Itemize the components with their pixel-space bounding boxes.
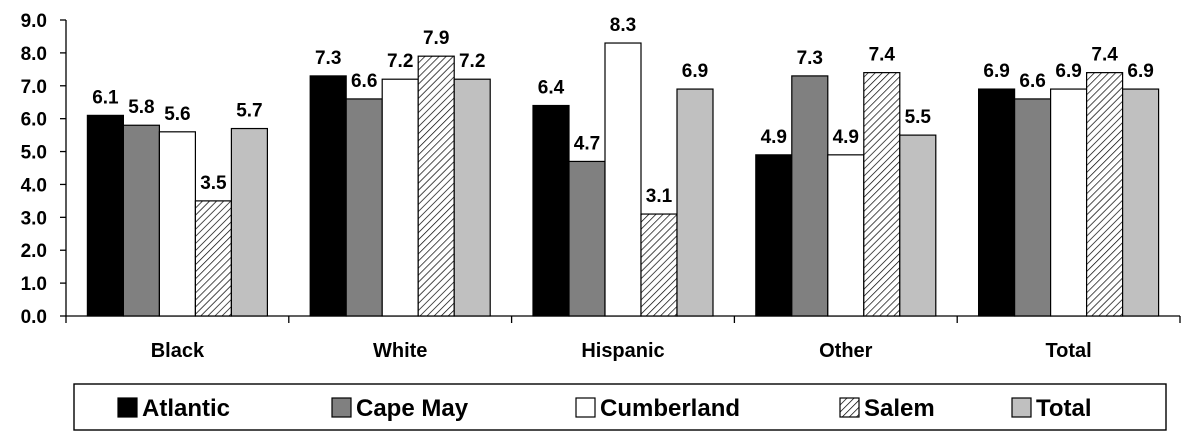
legend-label: Salem: [864, 395, 935, 422]
legend-swatch: [839, 397, 860, 418]
y-tick-label: 1.0: [21, 274, 47, 295]
bar: [86, 114, 125, 317]
legend-box: [73, 383, 1167, 431]
bar: [345, 98, 383, 317]
data-label: 6.6: [1019, 71, 1045, 92]
bar: [122, 124, 161, 317]
data-label: 5.6: [164, 104, 190, 125]
data-label: 4.7: [574, 133, 600, 154]
data-label: 6.9: [1055, 61, 1081, 82]
data-label: 5.8: [128, 97, 154, 118]
bar: [827, 154, 865, 317]
x-category-label: Total: [1045, 340, 1091, 362]
legend-swatch: [575, 397, 596, 418]
bar: [604, 42, 642, 317]
data-label: 4.9: [761, 127, 787, 148]
data-label: 7.4: [869, 45, 896, 66]
bar: [640, 213, 678, 317]
bar: [676, 88, 714, 317]
x-category-label: Other: [819, 340, 873, 362]
legend: Atlantic Cape May Cumberland Salem Total: [73, 383, 1167, 431]
y-tick-label: 9.0: [21, 11, 47, 32]
x-category-label: White: [373, 340, 427, 362]
y-tick-label: 6.0: [21, 110, 47, 131]
bar: [194, 200, 232, 317]
data-label: 6.4: [538, 78, 565, 99]
bar: [532, 104, 570, 317]
bar: [381, 78, 419, 317]
legend-swatch: [331, 397, 352, 418]
data-label: 3.1: [646, 186, 673, 207]
bar: [791, 75, 829, 317]
bar: [863, 72, 901, 317]
bar: [899, 134, 937, 317]
data-label: 6.9: [682, 61, 708, 82]
data-label: 5.5: [905, 107, 932, 128]
data-label: 7.3: [315, 48, 341, 69]
data-label: 8.3: [610, 15, 636, 36]
x-category-label: Hispanic: [581, 340, 664, 362]
bar: [158, 131, 196, 317]
y-tick-label: 4.0: [21, 175, 47, 196]
legend-label: Total: [1036, 395, 1092, 422]
bar: [755, 154, 793, 317]
y-tick-label: 5.0: [21, 143, 47, 164]
bar: [1013, 98, 1052, 317]
data-label: 6.1: [92, 87, 119, 108]
bar: [977, 88, 1016, 317]
bar: [1049, 88, 1088, 317]
bar: [309, 75, 347, 317]
legend-label: Cumberland: [600, 395, 740, 422]
bar: [230, 127, 268, 317]
x-category-label: Black: [151, 340, 205, 362]
data-label: 6.9: [983, 61, 1009, 82]
legend-swatch: [1011, 397, 1032, 418]
data-label: 7.2: [459, 51, 485, 72]
data-label: 6.6: [351, 71, 377, 92]
legend-swatch: [117, 397, 138, 418]
y-tick-label: 2.0: [21, 241, 47, 262]
data-label: 3.5: [200, 173, 227, 194]
legend-label: Cape May: [356, 395, 469, 422]
legend-label: Atlantic: [142, 395, 230, 422]
y-tick-label: 8.0: [21, 44, 47, 65]
bar: [453, 78, 491, 317]
y-tick-label: 3.0: [21, 208, 47, 229]
data-label: 7.2: [387, 51, 413, 72]
bar: [568, 160, 606, 317]
data-label: 5.7: [236, 101, 262, 122]
bar: [1121, 88, 1160, 317]
data-label: 7.3: [797, 48, 823, 69]
bar: [417, 55, 455, 317]
data-label: 4.9: [833, 127, 859, 148]
y-tick-label: 0.0: [21, 307, 47, 328]
plot-area: 0.0 1.0 2.0 3.0 4.0 5.0 6.0 7.0 8.0 9.0 6.1 5.8 5.6 3…: [21, 11, 1181, 362]
data-label: 7.9: [423, 28, 449, 49]
bar: [1085, 72, 1124, 317]
data-label: 7.4: [1091, 45, 1118, 66]
data-label: 6.9: [1127, 61, 1153, 82]
y-tick-label: 7.0: [21, 77, 47, 98]
